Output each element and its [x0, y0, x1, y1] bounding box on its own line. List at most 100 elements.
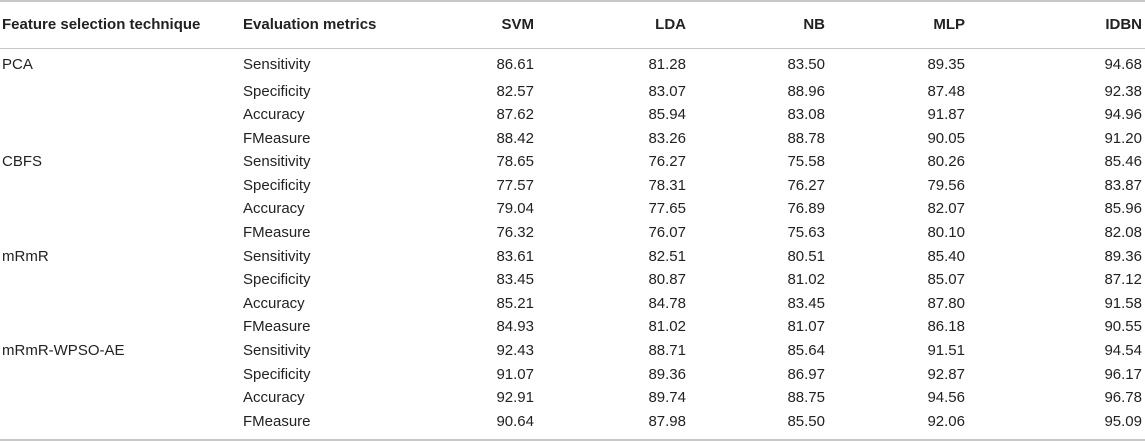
cell-mlp: 87.80 [927, 294, 965, 312]
cell-technique [0, 388, 243, 412]
cell-svm: 79.04 [496, 200, 534, 218]
table-row: Accuracy 87.62 85.94 83.08 91.87 94.96 [0, 105, 1145, 129]
table-body: PCA Sensitivity 86.61 81.28 83.50 89.35 94.68 S… [0, 48, 1145, 441]
cell-idbn: 89.36 [1104, 247, 1142, 265]
cell-idbn: 96.17 [1104, 365, 1142, 383]
cell-svm: 92.91 [496, 389, 534, 407]
cell-metric: FMeasure [243, 411, 433, 441]
cell-technique [0, 105, 243, 129]
cell-nb: 83.45 [787, 294, 825, 312]
table-row: FMeasure 90.64 87.98 85.50 92.06 95.09 [0, 411, 1145, 441]
cell-metric: Sensitivity [243, 153, 311, 171]
cell-metric: Specificity [243, 82, 311, 100]
table-row: Specificity 77.57 78.31 76.27 79.56 83.87 [0, 176, 1145, 200]
cell-svm: 87.62 [496, 106, 534, 124]
table-row: FMeasure 84.93 81.02 81.07 86.18 90.55 [0, 317, 1145, 341]
cell-lda: 78.31 [648, 176, 686, 194]
cell-nb: 86.97 [787, 365, 825, 383]
cell-metric: FMeasure [243, 129, 311, 147]
cell-svm: 92.43 [496, 342, 534, 360]
header-row: Feature selection technique Evaluation m… [0, 0, 1145, 49]
table-row: Specificity 91.07 89.36 86.97 92.87 96.17 [0, 365, 1145, 389]
cell-mlp: 91.51 [927, 342, 965, 360]
cell-svm: 76.32 [496, 224, 534, 242]
cell-idbn: 85.96 [1104, 200, 1142, 218]
table-header: Feature selection technique Evaluation m… [0, 0, 1145, 49]
cell-nb: 76.27 [787, 176, 825, 194]
cell-nb: 88.75 [787, 389, 825, 407]
cell-mlp: 82.07 [927, 200, 965, 218]
cell-lda: 76.07 [648, 224, 686, 242]
cell-lda: 81.28 [648, 55, 686, 73]
table-row: FMeasure 88.42 83.26 88.78 90.05 91.20 [0, 129, 1145, 153]
cell-technique [0, 411, 243, 441]
cell-idbn: 87.12 [1104, 271, 1142, 289]
cell-metric: FMeasure [243, 318, 311, 336]
cell-nb: 81.07 [787, 318, 825, 336]
cell-technique [0, 317, 243, 341]
table-row: Accuracy 85.21 84.78 83.45 87.80 91.58 [0, 294, 1145, 318]
cell-metric: Accuracy [243, 294, 305, 312]
cell-lda: 83.07 [648, 82, 686, 100]
cell-nb: 88.96 [787, 82, 825, 100]
cell-svm: 83.61 [496, 247, 534, 265]
cell-idbn: 82.08 [1104, 224, 1142, 242]
table-row: mRmR Sensitivity 83.61 82.51 80.51 85.40 89.36 [0, 247, 1145, 271]
cell-svm: 88.42 [496, 129, 534, 147]
header-feature-selection-technique: Feature selection technique [0, 0, 243, 49]
cell-lda: 77.65 [648, 200, 686, 218]
cell-idbn: 83.87 [1104, 176, 1142, 194]
cell-metric: Sensitivity [243, 342, 311, 360]
header-idbn: IDBN [965, 0, 1145, 49]
cell-svm: 77.57 [496, 176, 534, 194]
cell-metric: Accuracy [243, 200, 305, 218]
table-row: PCA Sensitivity 86.61 81.28 83.50 89.35 94.68 [0, 48, 1145, 82]
cell-lda: 89.74 [648, 389, 686, 407]
cell-idbn: 90.55 [1104, 318, 1142, 336]
cell-idbn: 91.58 [1104, 294, 1142, 312]
table-row: Specificity 83.45 80.87 81.02 85.07 87.12 [0, 270, 1145, 294]
cell-metric: Sensitivity [243, 247, 311, 265]
cell-svm: 91.07 [496, 365, 534, 383]
cell-lda: 81.02 [648, 318, 686, 336]
cell-metric: Specificity [243, 365, 311, 383]
cell-technique [0, 199, 243, 223]
cell-technique [0, 223, 243, 247]
cell-technique: PCA [2, 55, 33, 73]
cell-nb: 83.08 [787, 106, 825, 124]
cell-technique [0, 270, 243, 294]
cell-metric: Specificity [243, 176, 311, 194]
cell-svm: 82.57 [496, 82, 534, 100]
cell-svm: 85.21 [496, 294, 534, 312]
cell-mlp: 85.07 [927, 271, 965, 289]
cell-idbn: 94.68 [1104, 55, 1142, 73]
cell-mlp: 90.05 [927, 129, 965, 147]
cell-mlp: 87.48 [927, 82, 965, 100]
cell-idbn: 85.46 [1104, 153, 1142, 171]
cell-mlp: 89.35 [927, 55, 965, 73]
cell-lda: 88.71 [648, 342, 686, 360]
table-row: mRmR-WPSO-AE Sensitivity 92.43 88.71 85.64 91… [0, 341, 1145, 365]
cell-nb: 85.64 [787, 342, 825, 360]
cell-mlp: 91.87 [927, 106, 965, 124]
cell-mlp: 92.06 [825, 411, 965, 441]
cell-nb: 80.51 [787, 247, 825, 265]
cell-nb: 75.63 [787, 224, 825, 242]
cell-idbn: 94.96 [1104, 106, 1142, 124]
cell-svm: 86.61 [496, 55, 534, 73]
cell-technique: CBFS [2, 153, 43, 171]
table-row: Specificity 82.57 83.07 88.96 87.48 92.38 [0, 82, 1145, 106]
cell-idbn: 92.38 [1104, 82, 1142, 100]
cell-technique: mRmR-WPSO-AE [2, 342, 125, 360]
cell-mlp: 85.40 [927, 247, 965, 265]
cell-lda: 83.26 [648, 129, 686, 147]
header-svm: SVM [433, 0, 534, 49]
cell-nb: 75.58 [787, 153, 825, 171]
cell-mlp: 80.10 [927, 224, 965, 242]
cell-metric: Specificity [243, 271, 311, 289]
cell-technique [0, 365, 243, 389]
cell-svm: 83.45 [496, 271, 534, 289]
cell-lda: 87.98 [534, 411, 686, 441]
